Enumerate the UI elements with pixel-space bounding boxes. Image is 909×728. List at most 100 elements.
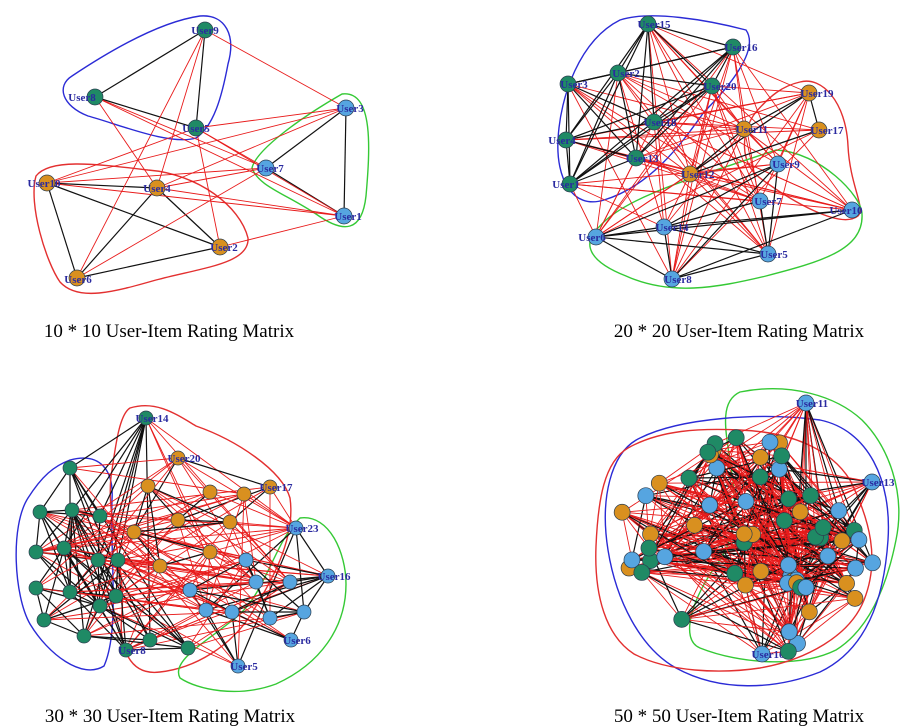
network-node [283,632,299,648]
intra-cluster-edge [69,467,189,649]
intra-cluster-edge [147,485,161,567]
network-node [640,539,658,557]
intra-cluster-edge [159,551,211,567]
intra-cluster-edge [69,467,151,641]
intra-cluster-edge [147,485,179,521]
inter-cluster-edge [635,128,745,159]
inter-cluster-edge [595,129,820,238]
intra-cluster-edge [752,533,847,584]
intra-cluster-edge [71,509,85,637]
intra-cluster-edge [671,209,853,280]
network-node [726,565,744,582]
intra-cluster-edge [43,547,65,621]
inter-cluster-edge [595,72,619,238]
intra-cluster-edge [94,96,197,129]
intra-cluster-edge [295,527,329,577]
network-node [282,574,298,590]
intra-cluster-edge [97,559,101,607]
inter-cluster-edge [595,157,637,238]
inter-cluster-edge [117,559,191,591]
inter-cluster-edge [115,521,231,597]
inter-cluster-edge [147,485,291,583]
network-node [830,502,848,520]
node-label: User12 [682,169,715,181]
node-label: User8 [118,645,146,657]
node-label: User10 [28,178,61,190]
network-node [187,119,205,137]
network-node [32,504,48,520]
network-node [655,218,673,236]
inter-cluster-edge [46,127,197,184]
intra-cluster-edge [231,611,239,667]
intra-cluster-edge [663,226,673,280]
inter-cluster-edge [145,417,233,613]
network-node [769,155,787,173]
node-label: User8 [664,274,692,286]
network-node [780,643,797,660]
intra-cluster-edge [195,29,206,129]
node-label: User11 [736,124,768,136]
intra-cluster-edge [621,511,746,586]
network-node [847,559,864,577]
network-node [262,479,278,495]
node-label: User1 [552,179,580,191]
network-node [110,552,126,568]
network-node [642,525,659,543]
inter-cluster-edge [761,598,856,655]
network-node [92,508,108,524]
network-node [36,612,52,628]
network-node [182,582,198,598]
inter-cluster-edge [569,183,597,238]
network-node [833,532,851,550]
intra-cluster-edge [689,129,820,175]
node-label: User10 [752,649,785,661]
inter-cluster-edge [689,173,853,211]
intra-cluster-edge [97,559,127,651]
inter-cluster-edge [177,519,207,611]
inter-cluster-edge [35,493,245,553]
network-node [650,474,668,492]
panel-30x30: User14 User20 User17 User23 User16 User6 User5… [15,404,351,727]
intra-cluster-edge [617,23,649,74]
node-label: User7 [754,196,782,208]
node-label: User6 [578,232,606,244]
inter-cluster-edge [117,527,297,561]
network-node [759,245,777,263]
intra-cluster-edge [635,85,713,159]
inter-cluster-edge [621,511,704,552]
node-label: User15 [638,19,671,31]
intra-cluster-edge [647,23,734,48]
inter-cluster-edge [229,521,297,529]
network-node [633,564,651,581]
network-node [724,38,742,56]
inter-cluster-edge [650,454,711,561]
network-node [613,503,631,521]
intra-cluster-edge [265,107,347,169]
inter-cluster-edge [35,457,179,553]
network-node [64,502,80,518]
intra-cluster-edge [759,200,769,255]
node-label: User13 [626,153,659,165]
network-node [775,512,793,529]
inter-cluster-edge [187,611,305,649]
intra-cluster-edge [133,531,211,553]
network-node [337,99,355,117]
inter-cluster-edge [711,85,769,255]
network-node [170,512,186,528]
inter-cluster-edge [659,482,801,588]
network-node [751,468,769,486]
inter-cluster-edge [156,107,347,189]
intra-cluster-edge [46,182,221,248]
inter-cluster-edge [117,559,233,613]
inter-cluster-edge [569,183,665,228]
inter-cluster-edge [735,437,745,535]
inter-cluster-edge [689,163,779,175]
inter-cluster-edge [681,582,788,620]
panel-20x20: User15 User16 User3 User2 User20 User18 User4 U… [548,15,865,342]
inter-cluster-edge [94,96,158,189]
inter-cluster-edge [641,572,763,655]
intra-cluster-edge [689,128,745,175]
inter-cluster-edge [805,586,856,599]
node-label: User10 [830,205,863,217]
intra-cluster-edge [805,539,860,588]
